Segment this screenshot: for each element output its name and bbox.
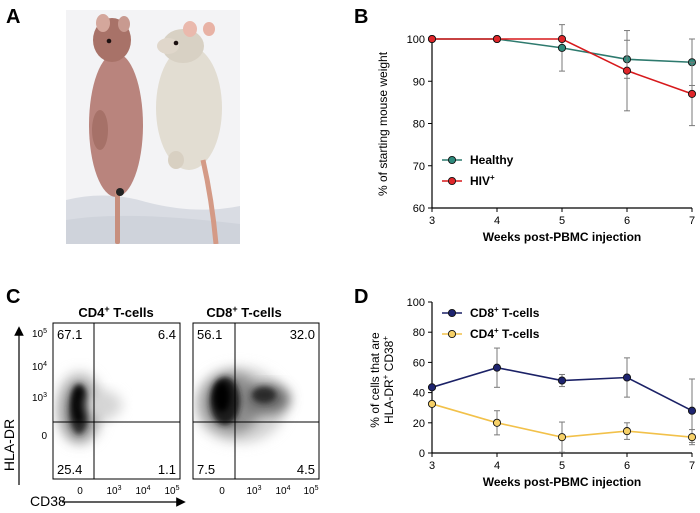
activation-data-point: [492, 418, 502, 427]
weight-y-axis-title: % of starting mouse weight: [376, 51, 390, 196]
activation-data-point: [492, 363, 502, 372]
mouse-photo-illustration: [66, 10, 240, 244]
activation-data-point: [622, 373, 632, 382]
flow-cytometry-panel: CD4+ T-cells CD8+ T-cells HLA-DR CD38 10…: [1, 304, 320, 509]
activation-x-tick-label: 6: [624, 460, 630, 472]
cd4-plot-title: CD4+ T-cells: [78, 304, 153, 320]
activation-x-tick-label: 4: [494, 460, 500, 472]
cd38-axis-label: CD38: [30, 493, 66, 509]
flow-y-tick-labels: 105 104 103 0: [32, 328, 47, 442]
flow-x-tick: 104: [275, 485, 290, 497]
cd8-quadrant-lower-left: 7.5: [197, 462, 215, 477]
activation-data-point: [427, 383, 437, 392]
weight-y-tick-label: 90: [413, 76, 425, 88]
cd4-quadrant-upper-right: 6.4: [158, 327, 176, 342]
activation-x-tick-label: 7: [689, 460, 695, 472]
weight-x-axis-title: Weeks post-PBMC injection: [483, 230, 641, 244]
cd4-density-plot: 67.1 6.4 25.4 1.1: [52, 322, 181, 480]
activation-legend-marker: [447, 329, 457, 339]
weight-legend-marker: [447, 155, 457, 165]
weight-y-tick-label: 70: [413, 161, 425, 173]
activation-x-tick-label: 3: [429, 460, 435, 472]
activation-y-axis-title-line1: % of cells that are: [368, 332, 382, 428]
flow-x-tick-labels: 0 103 104 105 0 103 104 105: [77, 485, 318, 497]
mouse-photo: [66, 10, 240, 244]
weight-data-point: [622, 66, 632, 75]
activation-x-axis-title: Weeks post-PBMC injection: [483, 475, 641, 489]
activation-y-tick-label: 80: [413, 327, 425, 339]
activation-legend-label: CD8+ T-cells: [470, 305, 540, 320]
activation-y-tick-label: 60: [413, 357, 425, 369]
flow-x-tick: 0: [77, 486, 83, 497]
flow-x-tick: 105: [303, 485, 318, 497]
activation-legend-marker: [447, 308, 457, 318]
activation-data-point: [427, 399, 437, 408]
weight-y-tick-label: 60: [413, 203, 425, 215]
weight-legend-label: Healthy: [470, 153, 514, 167]
flow-x-tick: 105: [164, 485, 179, 497]
activation-data-point: [622, 427, 632, 436]
activation-data-point: [557, 376, 567, 385]
activation-data-point: [557, 433, 567, 442]
weight-data-point: [687, 89, 697, 98]
flow-y-tick: 104: [32, 361, 47, 373]
panel-label-d: D: [354, 286, 369, 308]
activation-x-tick-label: 5: [559, 460, 565, 472]
hairless-mouse-figure: [89, 14, 143, 244]
weight-legend-label: HIV+: [470, 173, 495, 188]
cd4-quadrant-lower-right: 1.1: [158, 462, 176, 477]
hla-dr-axis-label: HLA-DR: [1, 419, 17, 471]
weight-data-point: [492, 34, 502, 44]
cd8-quadrant-upper-right: 32.0: [290, 327, 315, 342]
flow-x-tick: 103: [106, 485, 121, 497]
flow-y-tick: 0: [41, 431, 47, 442]
weight-y-tick-label: 80: [413, 119, 425, 131]
weight-x-tick-label: 3: [429, 215, 435, 227]
activation-y-tick-label: 0: [419, 448, 425, 460]
flow-x-tick: 104: [135, 485, 150, 497]
cd8-quadrant-lower-right: 4.5: [297, 462, 315, 477]
panel-label-b: B: [354, 6, 369, 28]
weight-y-tick-label: 100: [407, 34, 425, 46]
activation-y-tick-label: 20: [413, 418, 425, 430]
cd4-quadrant-upper-left: 67.1: [57, 327, 82, 342]
activation-data-point: [687, 406, 697, 415]
activation-data-point: [687, 433, 697, 442]
activation-y-tick-label: 100: [407, 297, 425, 309]
panel-label-a: A: [6, 6, 21, 28]
weight-legend-marker: [447, 176, 457, 186]
cd8-plot-title: CD8+ T-cells: [206, 304, 281, 320]
weight-x-tick-label: 4: [494, 215, 500, 227]
flow-x-tick: 0: [219, 486, 225, 497]
weight-x-tick-label: 6: [624, 215, 630, 227]
activation-line-chart: 0 20 40 60 80 100 3 4 5 6 7 Weeks post-PBMC injecti…: [368, 297, 697, 489]
weight-data-point: [427, 34, 437, 44]
activation-y-axis-title-line2: HLA-DR+ CD38+: [381, 336, 396, 424]
weight-line-chart: 60 70 80 90 100 3 4 5 6 7 Weeks post-PBMC injectio…: [376, 24, 697, 244]
furred-mouse-figure: [156, 21, 222, 244]
cd4-quadrant-lower-left: 25.4: [57, 462, 82, 477]
cd8-quadrant-upper-left: 56.1: [197, 327, 222, 342]
activation-legend-label: CD4+ T-cells: [470, 326, 540, 341]
flow-y-tick: 103: [32, 392, 47, 404]
weight-data-point: [557, 43, 567, 52]
weight-x-tick-label: 7: [689, 215, 695, 227]
cd8-density-plot: 56.1 32.0 7.5 4.5: [192, 322, 320, 480]
activation-y-tick-label: 40: [413, 388, 425, 400]
flow-x-tick: 103: [246, 485, 261, 497]
panel-label-c: C: [6, 286, 21, 308]
flow-y-tick: 105: [32, 328, 47, 340]
weight-x-tick-label: 5: [559, 215, 565, 227]
weight-data-point: [557, 34, 567, 44]
